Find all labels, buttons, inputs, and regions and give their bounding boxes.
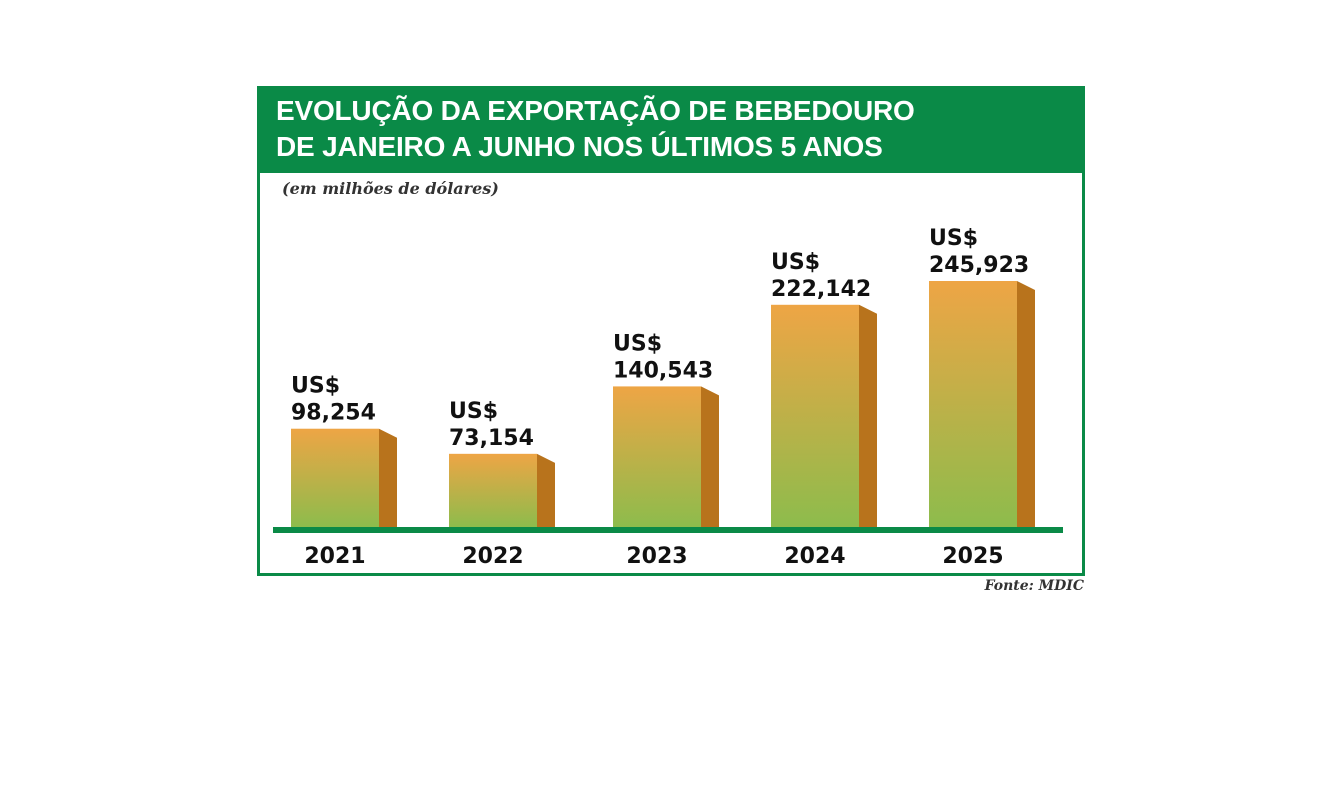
bar-value-label-2023: 140,543: [613, 358, 713, 383]
bar-value-label-2025: 245,923: [929, 253, 1029, 278]
bar-currency-label-2025: US$: [929, 226, 978, 251]
bar-side-2023: [701, 386, 719, 527]
bar-side-2025: [1017, 281, 1035, 527]
bar-currency-label-2023: US$: [613, 331, 662, 356]
chart-frame: EVOLUÇÃO DA EXPORTAÇÃO DE BEBEDOURO DE J…: [257, 86, 1085, 576]
bar-2022: [449, 453, 537, 527]
x-tick-label-2021: 2021: [304, 544, 365, 569]
source-note: Fonte: MDIC: [984, 578, 1084, 594]
unit-note: (em milhões de dólares): [282, 179, 499, 198]
bar-currency-label-2021: US$: [291, 374, 340, 399]
bar-2024: [771, 304, 859, 527]
chart-title: EVOLUÇÃO DA EXPORTAÇÃO DE BEBEDOURO: [276, 95, 915, 126]
x-tick-label-2024: 2024: [784, 544, 845, 569]
x-tick-label-2025: 2025: [942, 544, 1003, 569]
bar-2021: [291, 428, 379, 527]
x-tick-label-2023: 2023: [626, 544, 687, 569]
x-axis-baseline: [273, 527, 1063, 533]
chart-plot: (em milhões de dólares) US$98,2542021US$…: [273, 179, 1063, 569]
bar-value-label-2021: 98,254: [291, 401, 376, 426]
bar-side-2021: [379, 428, 397, 527]
bar-currency-label-2022: US$: [449, 399, 498, 424]
bar-value-label-2024: 222,142: [771, 277, 871, 302]
bar-value-label-2022: 73,154: [449, 426, 534, 451]
bar-side-2024: [859, 304, 877, 527]
bar-2023: [613, 386, 701, 527]
bar-currency-label-2024: US$: [771, 250, 820, 275]
bar-2025: [929, 281, 1017, 527]
chart-subtitle: DE JANEIRO A JUNHO NOS ÚLTIMOS 5 ANOS: [276, 131, 883, 162]
x-tick-label-2022: 2022: [462, 544, 523, 569]
chart-title-bar: EVOLUÇÃO DA EXPORTAÇÃO DE BEBEDOURO DE J…: [260, 89, 1082, 173]
bar-side-2022: [537, 453, 555, 527]
